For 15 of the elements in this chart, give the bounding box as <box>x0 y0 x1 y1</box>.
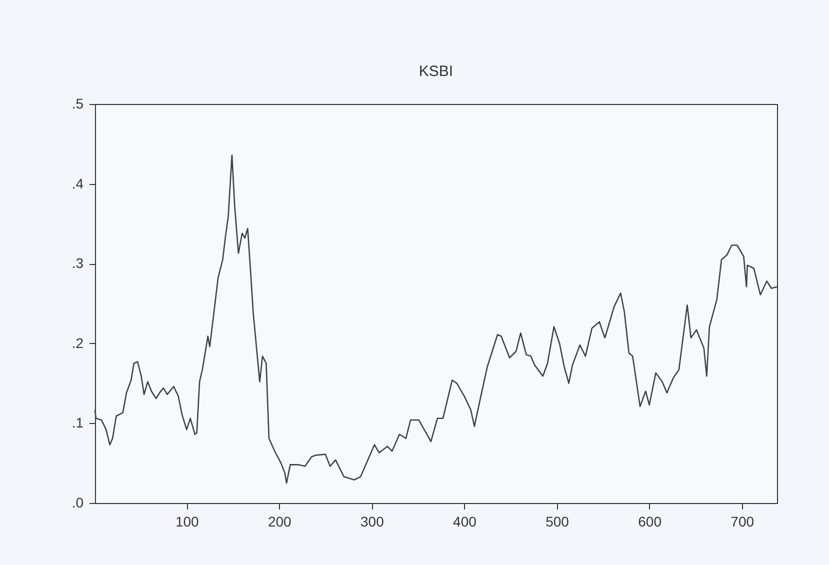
y-tick-label: .4 <box>72 175 84 192</box>
chart-title: KSBI <box>418 63 454 80</box>
y-tick-label: .1 <box>72 414 84 431</box>
x-tick-label: 600 <box>638 514 662 530</box>
y-tick-label: .2 <box>72 334 84 351</box>
x-tick-label: 300 <box>360 514 384 530</box>
x-tick-label: 500 <box>546 514 570 530</box>
line-series <box>94 154 778 484</box>
x-tick-label: 100 <box>175 514 200 530</box>
y-tick-label: .5 <box>72 96 84 112</box>
x-tick-label: 700 <box>730 514 754 530</box>
x-tick-label: 200 <box>268 514 292 530</box>
x-tick-label: 400 <box>453 514 477 530</box>
y-tick-label: .0 <box>72 494 84 510</box>
y-tick-label: .3 <box>72 255 84 272</box>
